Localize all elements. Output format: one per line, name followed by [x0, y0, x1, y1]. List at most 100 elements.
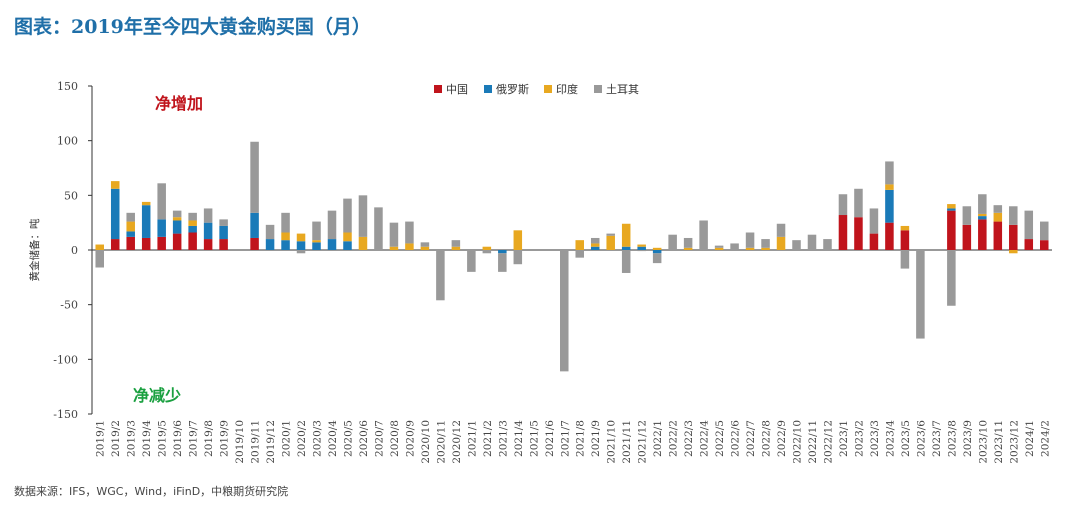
bar-segment — [219, 225, 228, 240]
bar-segment — [900, 225, 910, 231]
bar-segment — [838, 215, 848, 250]
bar-segment — [978, 216, 987, 220]
bar-segment — [343, 198, 352, 233]
x-tick-label: 2022/4 — [699, 420, 711, 457]
chart-axes: -150 -100 -50 0 50 100 150 — [53, 80, 1052, 421]
bar-segment — [978, 194, 987, 214]
bar-segment — [219, 219, 228, 226]
bar-segment — [637, 244, 646, 247]
x-tick-label: 2020/1 — [281, 420, 293, 457]
bar-segment — [141, 205, 151, 238]
x-tick-label: 2019/7 — [188, 420, 200, 457]
x-tick-label: 2019/4 — [141, 420, 153, 457]
bar-segment — [203, 208, 213, 223]
bar-segment — [885, 184, 894, 190]
bar-segment — [327, 210, 337, 240]
bar-segment — [885, 161, 894, 185]
x-tick-label: 2023/4 — [884, 420, 896, 457]
bar-segment — [281, 240, 290, 250]
x-tick-label: 2022/9 — [776, 420, 788, 457]
x-tick-label: 2023/3 — [869, 420, 881, 457]
bar-segment — [250, 237, 259, 250]
x-tick-label: 2023/10 — [977, 420, 989, 464]
x-tick-label: 2019/8 — [203, 420, 215, 457]
bar-segment — [172, 220, 182, 234]
bar-segment — [436, 250, 445, 301]
x-tick-label: 2022/10 — [792, 420, 804, 464]
x-tick-label: 2023/8 — [946, 420, 958, 457]
bar-segment — [389, 222, 399, 247]
bar-segment — [606, 233, 615, 236]
bar-segment — [869, 208, 879, 234]
bar-segment — [1009, 224, 1018, 250]
legend-swatch — [484, 85, 492, 93]
bar-segment — [482, 250, 492, 254]
bar-segment — [621, 250, 631, 273]
bar-segment — [823, 239, 832, 250]
bar-segment — [498, 253, 507, 272]
legend-label: 土耳其 — [606, 83, 639, 96]
x-tick-label: 2023/9 — [962, 420, 974, 457]
x-tick-label: 2020/9 — [404, 420, 416, 457]
bar-segment — [451, 240, 461, 247]
x-tick-label: 2019/6 — [172, 420, 184, 457]
bar-segment — [761, 247, 770, 250]
bar-segment — [947, 204, 956, 209]
bar-segment — [513, 230, 523, 250]
y-tick-label: -100 — [53, 353, 78, 366]
x-tick-label: 2022/3 — [683, 420, 695, 457]
legend-swatch — [434, 85, 442, 93]
x-axis-ticks: 2019/1 2019/2 2019/3 2019/4 2019/5 2019/6 2019… — [95, 420, 1052, 464]
bar-segment — [962, 206, 972, 225]
x-tick-label: 2021/6 — [544, 420, 556, 457]
x-tick-label: 2024/2 — [1039, 420, 1051, 457]
bar-segment — [668, 234, 677, 250]
bar-segment — [683, 247, 693, 250]
bar-segment — [126, 236, 135, 250]
x-tick-label: 2022/1 — [652, 420, 664, 457]
x-tick-label: 2023/6 — [915, 420, 927, 457]
bar-segment — [219, 239, 228, 250]
bar-segment — [250, 141, 259, 213]
x-tick-label: 2022/6 — [730, 420, 742, 457]
bar-segment — [141, 237, 151, 250]
x-tick-label: 2021/8 — [575, 420, 587, 457]
bar-segment — [451, 246, 461, 250]
x-tick-label: 2020/7 — [373, 420, 385, 457]
legend-swatch — [544, 85, 552, 93]
x-tick-label: 2023/12 — [1008, 420, 1020, 464]
bar-segment — [265, 239, 275, 250]
bar-segment — [281, 232, 290, 241]
y-tick-label: 0 — [71, 244, 78, 257]
bar-segment — [172, 233, 182, 250]
bar-segment — [714, 245, 724, 248]
bar-segment — [482, 246, 492, 250]
bar-segment — [1009, 206, 1018, 225]
x-tick-label: 2021/12 — [637, 420, 649, 464]
bar-segment — [1040, 240, 1049, 250]
bar-segment — [95, 250, 104, 268]
x-tick-label: 2023/11 — [993, 420, 1005, 464]
x-tick-label: 2021/5 — [528, 420, 540, 457]
bar-segment — [188, 220, 197, 226]
bar-segment — [420, 246, 430, 250]
y-tick-label: -150 — [53, 408, 78, 421]
bar-segment — [947, 210, 956, 250]
x-tick-label: 2020/4 — [327, 420, 339, 457]
bar-segment — [498, 250, 507, 254]
legend-label: 中国 — [446, 83, 468, 96]
y-tick-label: -50 — [60, 299, 78, 312]
x-tick-label: 2021/3 — [497, 420, 509, 457]
bar-segment — [575, 250, 584, 258]
x-tick-label: 2021/10 — [606, 420, 618, 464]
x-tick-label: 2023/2 — [853, 420, 865, 457]
bar-segment — [358, 236, 368, 250]
bar-segment — [327, 239, 337, 250]
x-tick-label: 2020/10 — [420, 420, 432, 464]
bar-segment — [885, 222, 894, 250]
bar-segment — [358, 195, 368, 237]
bar-segment — [699, 220, 708, 250]
bar-segment — [110, 181, 120, 189]
x-tick-label: 2021/11 — [621, 420, 633, 464]
